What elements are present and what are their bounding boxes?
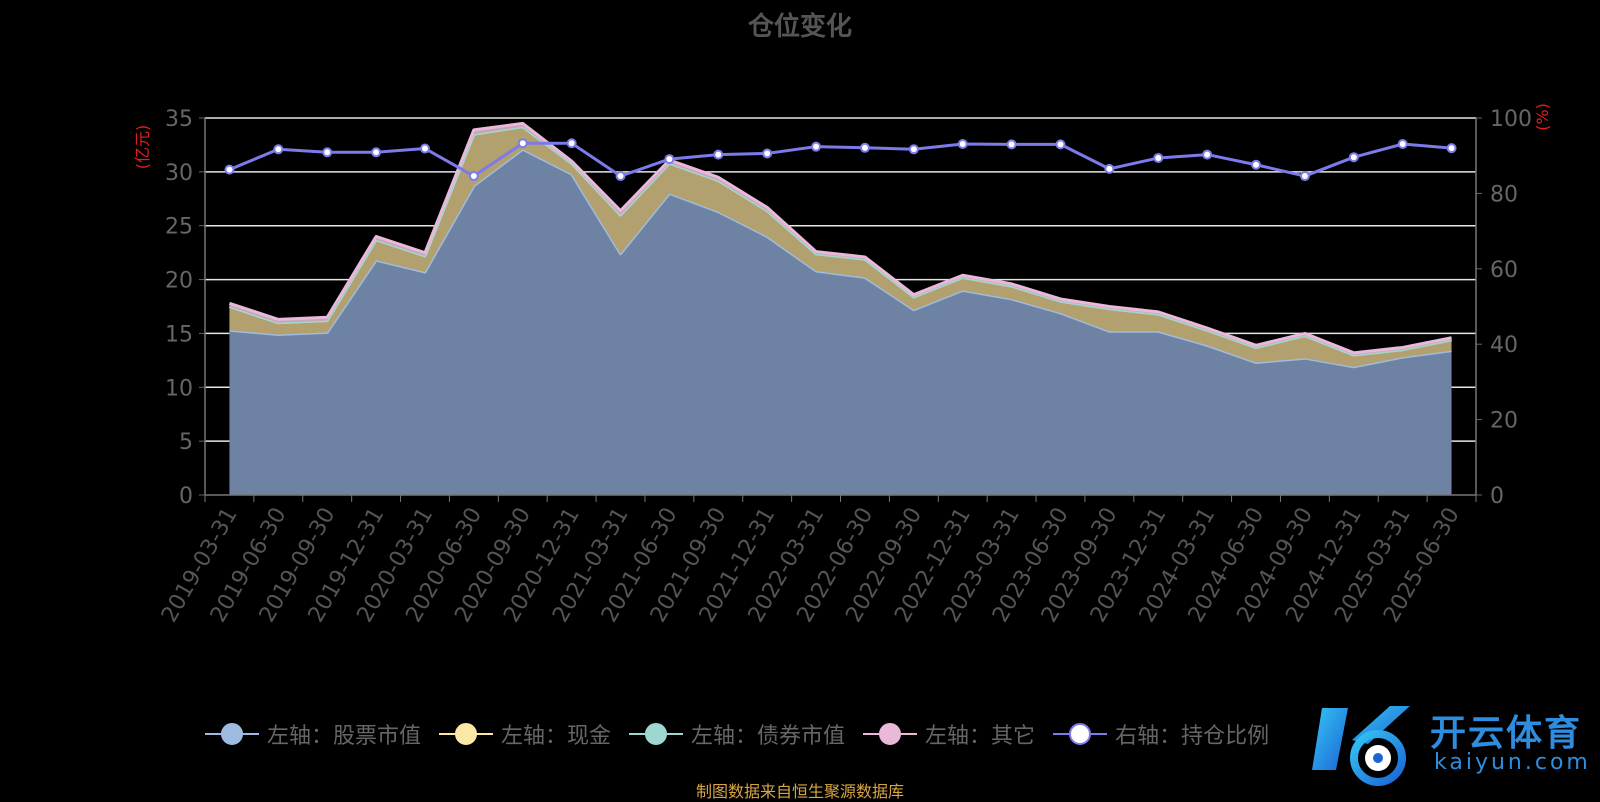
right-axis-unit: (%) [1533,103,1552,131]
legend-item-other[interactable]: 左轴：其它 [863,718,1035,750]
left-tick-label-30: 30 [165,161,193,186]
legend-label-other: 左轴：其它 [925,724,1036,749]
legend-swatch-cash [439,723,494,745]
ratio-point-12 [811,141,822,152]
chart-legend: 左轴：股票市值 左轴：现金 左轴：债券市值 左轴：其它 右轴：持仓比例 [205,718,1269,750]
ratio-point-16 [1006,139,1017,150]
left-tick-label-20: 20 [165,269,193,294]
left-tick-label-10: 10 [165,376,193,401]
area-line-other [228,121,1452,355]
legend-swatch-other [863,723,918,745]
kaiyun-watermark: 开云体育 kaiyun.com [1312,700,1592,790]
right-tick-label-80: 80 [1490,182,1518,207]
ratio-point-9 [664,154,675,165]
ratio-point-23 [1348,152,1359,163]
legend-item-cash[interactable]: 左轴：现金 [439,718,611,750]
ratio-point-18 [1104,163,1115,174]
ratio-point-3 [371,147,382,158]
legend-swatch-bond [629,723,684,745]
legend-label-cash: 左轴：现金 [501,724,612,749]
legend-swatch-stock [205,723,259,745]
right-tick-label-20: 20 [1490,409,1518,434]
watermark-en-text: kaiyun.com [1434,750,1591,775]
ratio-point-22 [1299,171,1310,182]
legend-label-ratio: 右轴：持仓比例 [1115,724,1270,749]
data-source-note: 制图数据来自恒生聚源数据库 [695,782,904,801]
ratio-point-17 [1055,139,1066,150]
left-axis-unit: (亿元) [133,125,152,170]
ratio-point-25 [1446,143,1457,154]
left-tick-label-15: 15 [165,322,193,347]
ratio-point-14 [908,144,919,155]
kaiyun-logo-icon [1312,706,1410,786]
ratio-point-4 [419,143,430,154]
legend-label-stock: 左轴：股票市值 [267,724,422,749]
watermark-cn-text: 开云体育 [1430,713,1583,754]
right-tick-label-100: 100 [1490,107,1532,132]
ratio-point-8 [615,171,626,182]
ratio-point-1 [273,144,284,155]
ratio-point-24 [1397,139,1408,150]
ratio-point-0 [224,164,235,175]
legend-item-bond[interactable]: 左轴：债券市值 [629,718,845,750]
ratio-point-2 [322,147,333,158]
ratio-point-5 [468,171,479,182]
ratio-line [228,141,1452,178]
legend-label-bond: 左轴：债券市值 [691,724,846,749]
ratio-point-6 [517,138,528,149]
right-tick-label-0: 0 [1490,484,1504,509]
ratio-point-11 [762,148,773,159]
legend-swatch-ratio [1053,723,1108,745]
left-tick-label-35: 35 [165,107,193,132]
ratio-point-15 [957,139,968,150]
ratio-point-20 [1202,149,1213,160]
legend-item-ratio[interactable]: 右轴：持仓比例 [1053,718,1269,750]
ratio-point-21 [1251,159,1262,170]
left-tick-label-25: 25 [165,215,193,240]
right-tick-label-40: 40 [1490,333,1518,358]
right-tick-label-60: 60 [1490,258,1518,283]
ratio-point-19 [1153,152,1164,163]
left-tick-label-0: 0 [179,484,193,509]
legend-item-stock[interactable]: 左轴：股票市值 [205,718,421,750]
ratio-point-10 [713,149,724,160]
chart-title: 仓位变化 [747,12,852,42]
ratio-point-7 [566,138,577,149]
area-stock [229,149,1452,496]
ratio-point-13 [859,142,870,153]
left-tick-label-5: 5 [179,430,193,455]
